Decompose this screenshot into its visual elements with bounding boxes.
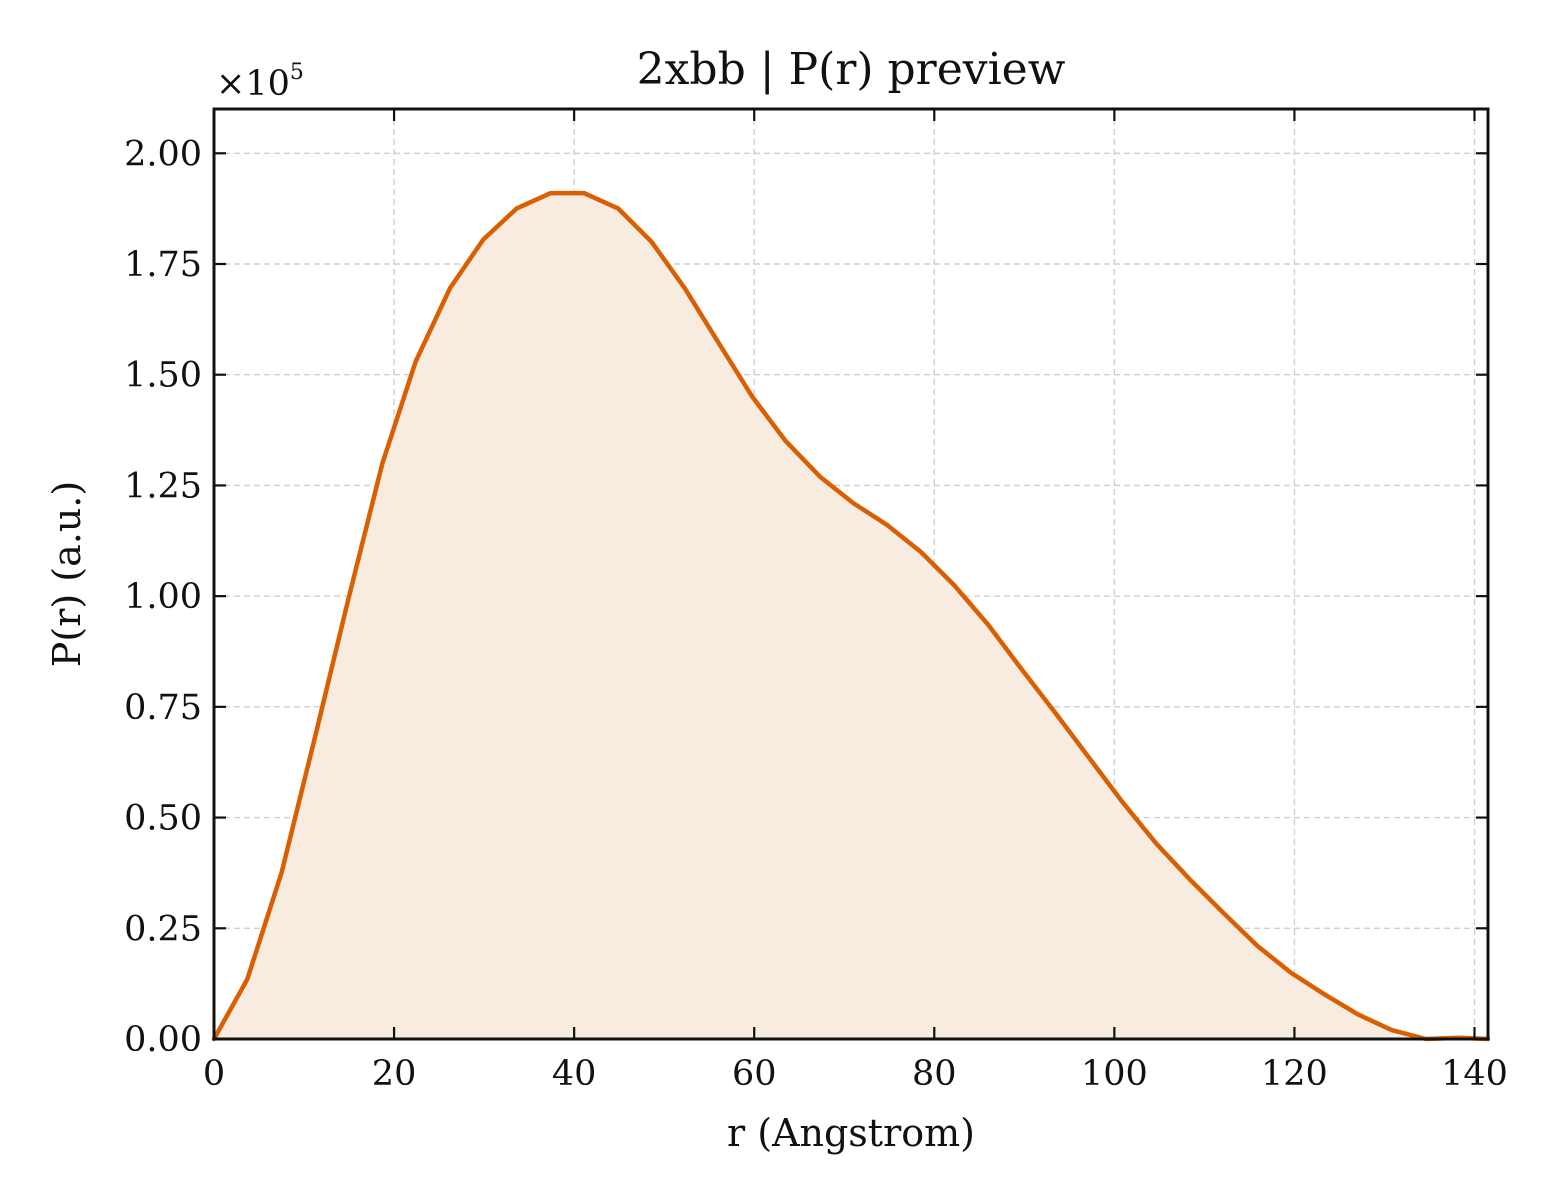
x-tick-label: 40 (552, 1054, 597, 1094)
y-offset-label: ×105 (216, 60, 304, 104)
x-tick-label: 20 (372, 1054, 417, 1094)
y-tick-label: 1.50 (124, 356, 202, 396)
x-tick-label: 100 (1081, 1054, 1148, 1094)
x-tick-label: 120 (1261, 1054, 1328, 1094)
y-tick-label: 0.75 (124, 688, 202, 728)
y-tick-label: 0.50 (124, 799, 202, 839)
y-tick-label: 1.25 (124, 466, 202, 506)
chart-title: 2xbb | P(r) preview (637, 44, 1066, 95)
y-tick-label: 1.00 (124, 577, 202, 617)
y-offset-exponent: 5 (290, 60, 304, 85)
tick-layer: 0 20 40 60 80 100 120 140 0.00 0.25 0.50 0.75 1.00 1.… (124, 109, 1508, 1094)
plot-frame (212, 107, 1490, 1041)
x-axis-label: r (Angstrom) (727, 1111, 975, 1155)
y-axis-label: P(r) (a.u.) (45, 481, 89, 667)
x-tick-label: 80 (912, 1054, 957, 1094)
y-tick-label: 2.00 (124, 134, 202, 174)
x-tick-label: 140 (1441, 1054, 1508, 1094)
y-tick-label: 1.75 (124, 245, 202, 285)
y-tick-label: 0.00 (124, 1020, 202, 1060)
y-offset-base: ×10 (216, 64, 290, 104)
x-tick-label: 0 (203, 1054, 225, 1094)
pr-series-line (211, 190, 1491, 1042)
x-tick-label: 60 (732, 1054, 777, 1094)
y-tick-label: 0.25 (124, 909, 202, 949)
pr-area-fill (214, 193, 1488, 1040)
